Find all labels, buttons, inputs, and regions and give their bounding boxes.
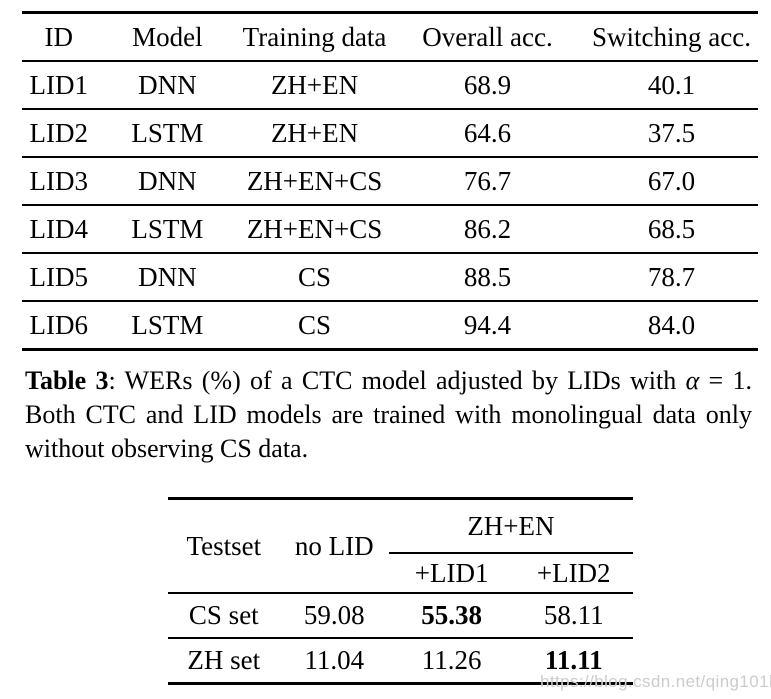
cell-training-data: ZH+EN xyxy=(270,69,359,100)
cell-testset: ZH set xyxy=(187,644,261,675)
cell-switching-acc: 67.0 xyxy=(647,165,696,196)
cell-id: LID5 xyxy=(29,261,89,292)
table-row: LID6 LSTM CS 94.4 84.0 xyxy=(22,301,758,350)
cell-training-data: ZH+EN xyxy=(270,117,359,148)
caption-text: = 1. xyxy=(699,366,752,395)
cell-id: LID3 xyxy=(29,165,89,196)
cell-overall-acc: 64.6 xyxy=(463,117,512,148)
col-header-model: Model xyxy=(132,21,203,52)
header-row-group: Testset no LID ZH+EN xyxy=(168,498,633,559)
caption-label: Table 3 xyxy=(25,366,109,395)
col-group-header-zh-en: ZH+EN xyxy=(388,498,633,554)
cell-lid2: 58.11 xyxy=(543,600,604,630)
table-row: LID3 DNN ZH+EN+CS 76.7 67.0 xyxy=(22,157,758,205)
cell-model: LSTM xyxy=(131,117,204,148)
table-row: ZH set 11.04 11.26 11.11 xyxy=(168,638,633,683)
table-row: LID5 DNN CS 88.5 78.7 xyxy=(22,253,758,301)
caption-text: : WERs (%) of a CTC model adjusted by LI… xyxy=(108,366,686,395)
cell-overall-acc: 88.5 xyxy=(463,261,512,292)
col-header-overall-acc: Overall acc. xyxy=(422,21,553,52)
col-header-switching-acc: Switching acc. xyxy=(592,21,751,52)
wer-table: Testset no LID ZH+EN +LID1 +LID2 CS set … xyxy=(168,497,633,685)
cell-switching-acc: 40.1 xyxy=(647,69,696,100)
cell-no-lid: 11.04 xyxy=(304,644,365,675)
cell-id: LID6 xyxy=(29,309,89,340)
table-row: LID4 LSTM ZH+EN+CS 86.2 68.5 xyxy=(22,205,758,253)
cell-model: DNN xyxy=(138,165,197,196)
cell-overall-acc: 94.4 xyxy=(463,309,512,340)
cell-lid2-best: 11.11 xyxy=(544,644,603,675)
cell-switching-acc: 84.0 xyxy=(647,309,696,340)
col-header-no-lid: no LID xyxy=(294,530,374,561)
cell-overall-acc: 68.9 xyxy=(463,69,512,100)
cell-overall-acc: 76.7 xyxy=(463,165,512,196)
alpha-symbol: α xyxy=(685,366,700,395)
cell-lid1-best: 55.38 xyxy=(421,600,482,630)
col-header-testset: Testset xyxy=(186,530,262,561)
table-row: LID1 DNN ZH+EN 68.9 40.1 xyxy=(22,61,758,109)
col-header-training-data: Training data xyxy=(242,21,387,52)
cell-id: LID1 xyxy=(29,69,89,100)
cell-switching-acc: 68.5 xyxy=(647,213,696,244)
watermark-url: https://blog.csdn.net/qing101hua xyxy=(540,672,771,691)
table-row: CS set 59.08 55.38 58.11 xyxy=(168,593,633,638)
cell-model: LSTM xyxy=(131,213,204,244)
col-header-id: ID xyxy=(44,21,74,52)
col-header-lid2: +LID2 xyxy=(536,557,611,588)
caption-line-2: Both CTC and LID models are trained with… xyxy=(25,400,752,429)
cell-switching-acc: 37.5 xyxy=(647,117,696,148)
cell-training-data: ZH+EN+CS xyxy=(246,165,383,196)
header-row: ID Model Training data Overall acc. Swit… xyxy=(22,13,758,61)
table-row: LID2 LSTM ZH+EN 64.6 37.5 xyxy=(22,109,758,157)
cell-overall-acc: 86.2 xyxy=(463,213,512,244)
cell-id: LID4 xyxy=(29,213,89,244)
cell-training-data: CS xyxy=(298,261,332,292)
cell-model: LSTM xyxy=(131,309,204,340)
header-row-sub: +LID1 +LID2 xyxy=(168,553,633,593)
lid-accuracy-table: ID Model Training data Overall acc. Swit… xyxy=(22,11,758,351)
col-header-lid1: +LID1 xyxy=(414,557,489,588)
cell-testset: CS set xyxy=(188,600,259,630)
caption-line-1: Table 3: WERs (%) of a CTC model adjuste… xyxy=(25,364,752,398)
cell-training-data: CS xyxy=(298,309,332,340)
cell-no-lid: 59.08 xyxy=(303,600,365,630)
caption-line-3: without observing CS data. xyxy=(25,434,309,463)
cell-lid1: 11.26 xyxy=(421,644,482,675)
table-caption: Table 3: WERs (%) of a CTC model adjuste… xyxy=(25,364,752,466)
cell-model: DNN xyxy=(138,261,197,292)
cell-id: LID2 xyxy=(29,117,89,148)
cell-switching-acc: 78.7 xyxy=(647,261,696,292)
cell-training-data: ZH+EN+CS xyxy=(246,213,383,244)
cell-model: DNN xyxy=(138,69,197,100)
